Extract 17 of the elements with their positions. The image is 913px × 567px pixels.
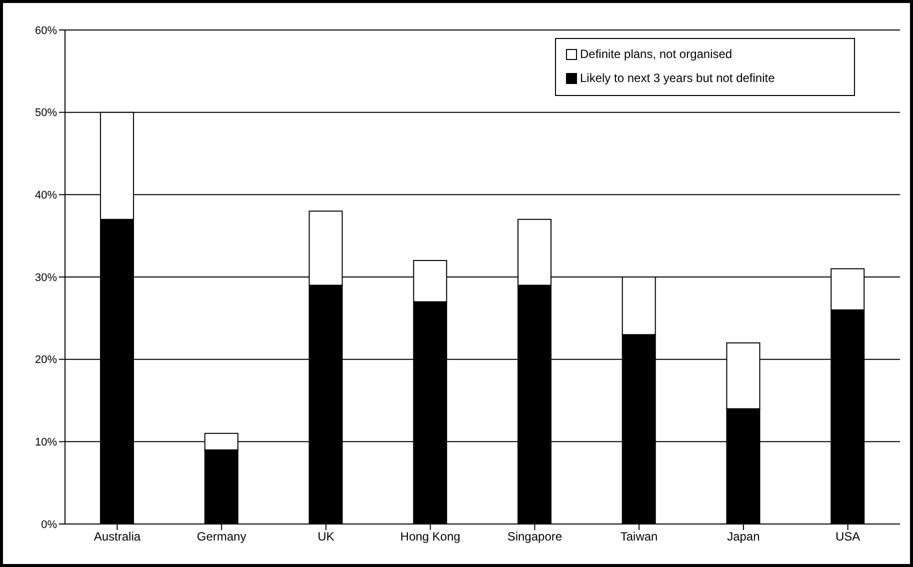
x-tick-label: Germany — [196, 530, 246, 544]
y-tick-label: 0% — [41, 518, 58, 531]
x-tick-label: Australia — [94, 530, 141, 544]
legend-label: Definite plans, not organised — [580, 47, 732, 61]
x-tick-label: UK — [318, 530, 334, 544]
y-tick-label: 40% — [34, 190, 58, 202]
x-tick-label: Singapore — [507, 530, 562, 544]
x-tick-label: Hong Kong — [400, 530, 460, 544]
legend-label: Likely to next 3 years but not definite — [580, 71, 775, 85]
y-tick-label: 20% — [34, 354, 58, 366]
y-tick-label: 50% — [34, 107, 58, 120]
y-tick-label: 30% — [34, 272, 58, 284]
x-tick-label: Taiwan — [620, 530, 658, 544]
y-tick-label: 60% — [34, 24, 58, 37]
x-tick-label: Japan — [727, 530, 760, 544]
x-tick-label: USA — [835, 530, 860, 544]
y-tick-label: 10% — [34, 436, 58, 449]
